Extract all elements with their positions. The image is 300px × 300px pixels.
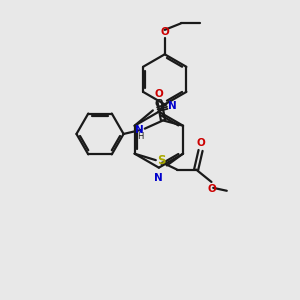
Text: O: O (155, 89, 164, 99)
Text: O: O (160, 27, 169, 37)
Text: N: N (168, 101, 177, 111)
Text: S: S (157, 154, 165, 167)
Text: N: N (135, 124, 143, 134)
Text: C: C (154, 99, 162, 109)
Text: O: O (208, 184, 216, 194)
Text: H: H (137, 132, 143, 141)
Text: N: N (154, 173, 163, 183)
Text: O: O (196, 138, 205, 148)
